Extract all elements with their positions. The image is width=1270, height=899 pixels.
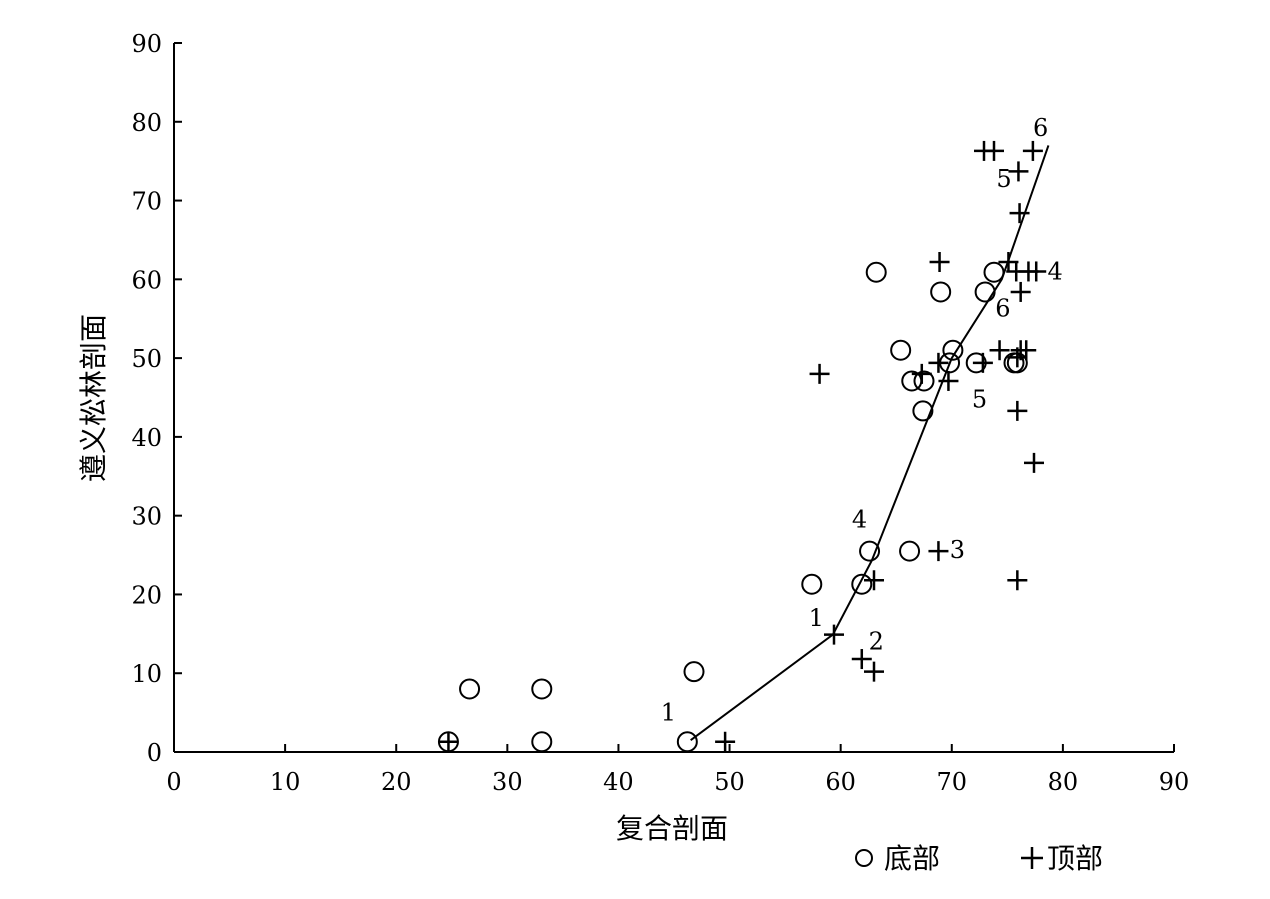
top-point xyxy=(928,352,949,373)
y-tick-label: 30 xyxy=(131,503,162,531)
x-axis-title: 复合剖面 xyxy=(616,812,728,845)
x-tick-label: 20 xyxy=(381,768,412,796)
top-point xyxy=(1007,400,1028,421)
top-point xyxy=(824,624,844,645)
y-tick-label: 10 xyxy=(131,660,162,688)
y-tick-label: 90 xyxy=(131,30,162,58)
x-tick-label: 30 xyxy=(492,768,523,796)
point-annotation: 4 xyxy=(1047,257,1062,285)
y-tick-label: 80 xyxy=(131,109,162,137)
point-annotation: 2 xyxy=(869,628,884,656)
y-tick-label: 60 xyxy=(131,266,162,294)
bottom-point xyxy=(942,339,964,361)
top-point xyxy=(1016,340,1037,361)
bottom-point xyxy=(865,261,887,283)
y-tick-label: 50 xyxy=(131,345,162,373)
legend: 底部 顶部 xyxy=(855,842,1103,875)
point-annotation: 5 xyxy=(972,386,987,414)
top-point xyxy=(864,570,884,591)
top-point xyxy=(1008,161,1029,182)
x-tick-label: 10 xyxy=(270,768,301,796)
bottom-point xyxy=(531,678,553,700)
bottom-point xyxy=(930,281,952,303)
point-annotation: 5 xyxy=(996,165,1011,193)
data-points xyxy=(437,140,1047,753)
point-annotation: 6 xyxy=(995,294,1010,322)
y-ticks: 0 10 20 30 40 50 60 70 80 90 xyxy=(131,30,182,767)
x-tick-label: 40 xyxy=(603,768,634,796)
top-point xyxy=(1007,570,1028,591)
point-annotation: 4 xyxy=(852,505,867,533)
top-point xyxy=(984,140,1004,161)
x-ticks: 0 10 20 30 40 50 60 70 80 90 xyxy=(166,744,1189,796)
point-annotation: 3 xyxy=(950,536,965,564)
bottom-point xyxy=(859,540,881,562)
bottom-point xyxy=(913,370,935,392)
top-point xyxy=(972,352,993,373)
bottom-point xyxy=(683,661,705,683)
legend-label-bottom: 底部 xyxy=(884,842,940,875)
legend-plus-marker xyxy=(1021,847,1043,869)
top-point xyxy=(851,649,872,670)
top-point xyxy=(911,363,932,384)
x-tick-label: 50 xyxy=(714,768,745,796)
point-annotation: 1 xyxy=(809,604,824,632)
top-point xyxy=(1009,203,1030,224)
bottom-point xyxy=(899,540,921,562)
bottom-point xyxy=(912,400,934,422)
top-point xyxy=(928,541,949,562)
bottom-point xyxy=(676,731,698,753)
y-axis-title: 遵义松林剖面 xyxy=(77,314,110,482)
x-tick-label: 0 xyxy=(166,768,181,796)
legend-circle-marker xyxy=(855,849,873,867)
x-tick-label: 90 xyxy=(1159,768,1190,796)
bottom-point xyxy=(459,678,481,700)
bottom-point xyxy=(851,573,873,595)
top-point xyxy=(1024,452,1044,473)
bottom-point xyxy=(531,731,553,753)
top-point xyxy=(1010,281,1031,302)
axes: 0 10 20 30 40 50 60 70 80 90 0 10 20 30 40 50 60 70 80 90 xyxy=(131,30,1189,796)
y-tick-label: 20 xyxy=(131,581,162,609)
top-point xyxy=(864,661,884,682)
bottom-point xyxy=(890,339,912,361)
top-point xyxy=(1022,140,1043,161)
y-tick-label: 40 xyxy=(131,424,162,452)
point-annotation: 6 xyxy=(1033,114,1048,142)
top-point xyxy=(1026,261,1047,282)
top-point xyxy=(938,370,959,391)
point-annotation: 1 xyxy=(661,698,676,726)
legend-label-top: 顶部 xyxy=(1047,842,1103,875)
top-point xyxy=(989,340,1010,361)
y-tick-label: 70 xyxy=(131,188,162,216)
bottom-point xyxy=(983,261,1005,283)
bottom-point xyxy=(974,281,996,303)
x-tick-label: 70 xyxy=(937,768,968,796)
top-point xyxy=(929,252,950,273)
bottom-point xyxy=(801,573,823,595)
top-point xyxy=(715,731,736,752)
x-tick-label: 80 xyxy=(1048,768,1079,796)
x-tick-label: 60 xyxy=(825,768,856,796)
top-point xyxy=(809,363,830,384)
y-tick-label: 0 xyxy=(147,739,162,767)
top-point xyxy=(438,731,459,752)
